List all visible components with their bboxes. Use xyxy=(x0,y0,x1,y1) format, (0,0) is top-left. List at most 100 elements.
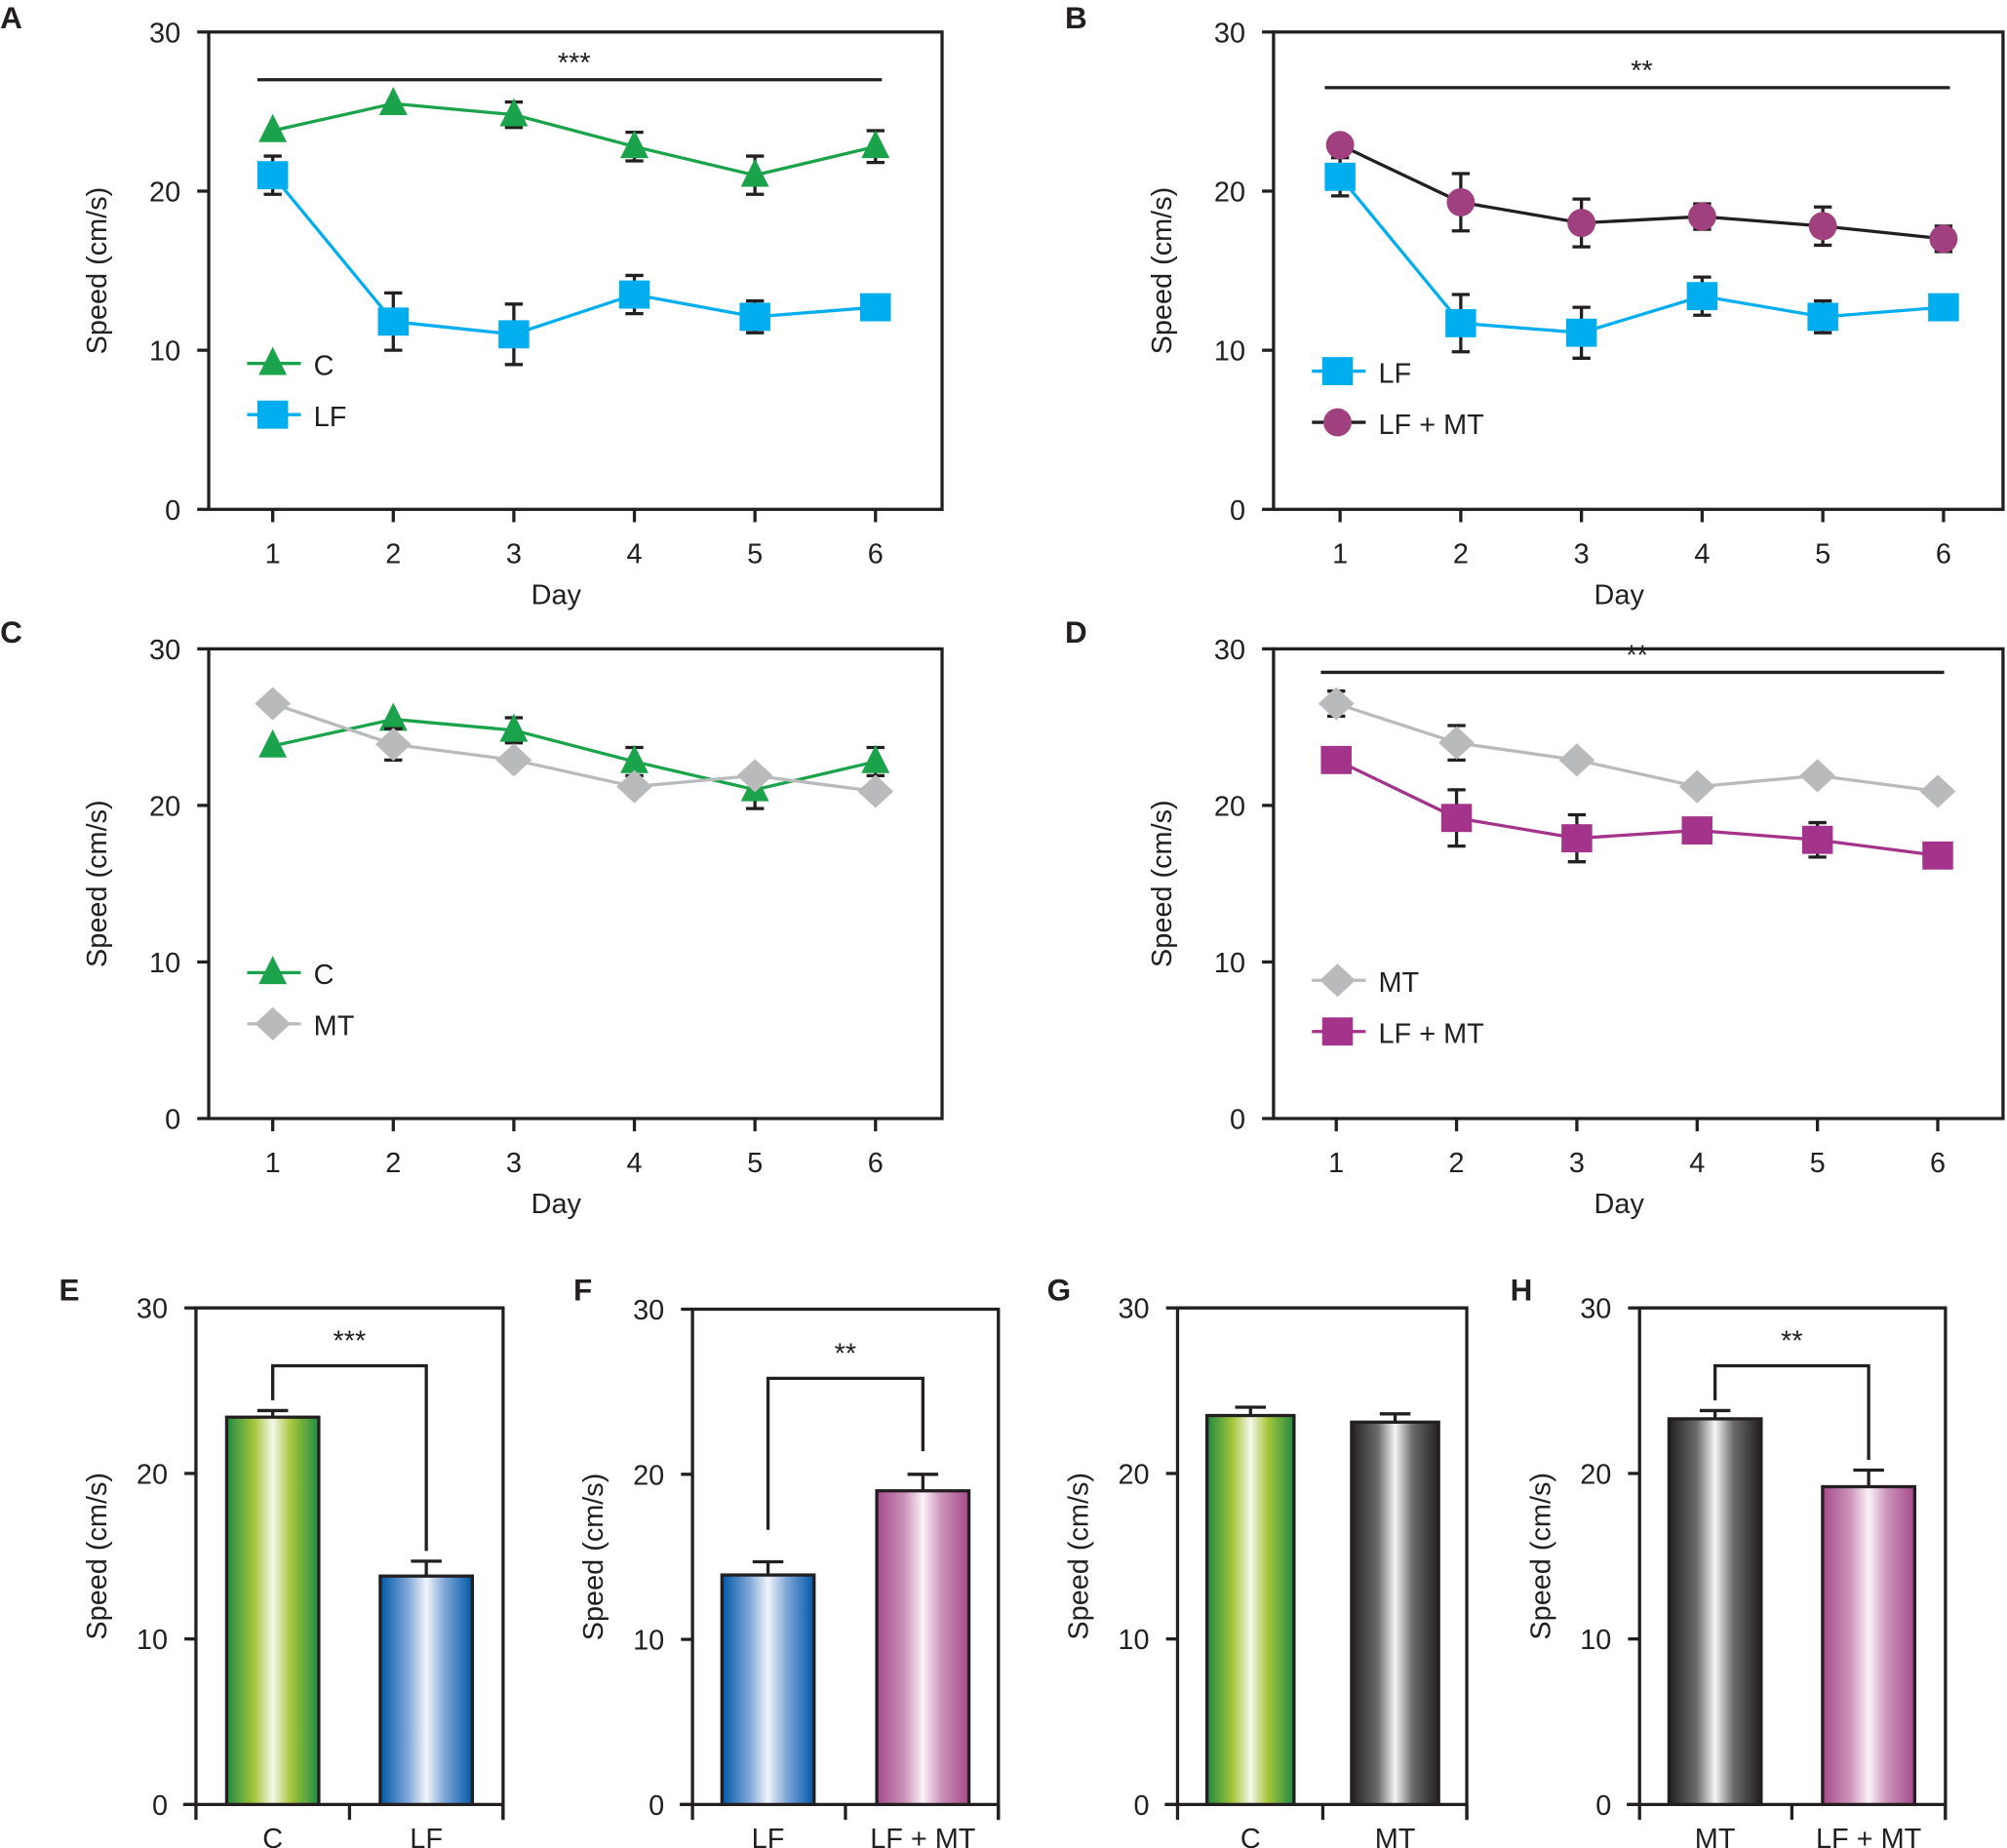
y-tick-label: 20 xyxy=(137,1459,168,1490)
y-axis-label: Speed (cm/s) xyxy=(82,800,113,967)
x-tick-label: 3 xyxy=(506,538,522,570)
x-tick-label: 2 xyxy=(385,1148,401,1179)
x-axis-label: Day xyxy=(531,579,582,610)
y-tick-label: 10 xyxy=(1580,1625,1611,1656)
y-tick-label: 0 xyxy=(1134,1790,1150,1822)
x-axis-label: Day xyxy=(531,1189,582,1220)
significance-stars: ** xyxy=(835,1339,856,1370)
significance-stars: ** xyxy=(1781,1326,1802,1357)
y-tick-label: 30 xyxy=(1118,1294,1149,1325)
y-tick-label: 0 xyxy=(165,495,180,527)
series-lf-mt xyxy=(1325,131,1958,254)
circle-marker xyxy=(1687,202,1716,231)
square-marker xyxy=(1801,825,1833,854)
series-lf xyxy=(1324,156,1959,360)
x-tick-label: 3 xyxy=(506,1148,522,1179)
panel-label: H xyxy=(1511,1272,1533,1307)
x-tick-label: 5 xyxy=(1810,1148,1826,1179)
legend-item: MT xyxy=(1312,963,1419,999)
triangle-marker xyxy=(378,702,408,731)
circle-marker xyxy=(1325,131,1355,160)
legend-label: LF xyxy=(314,402,347,433)
legend-label: LF + MT xyxy=(1379,1019,1484,1050)
plot-frame xyxy=(194,1306,505,1821)
significance-bracket xyxy=(766,1376,925,1530)
y-tick-label: 0 xyxy=(1230,495,1245,527)
x-tick-label: 4 xyxy=(626,1148,642,1179)
y-tick-label: 0 xyxy=(165,1104,180,1135)
square-marker xyxy=(1686,282,1718,311)
x-tick-label: 1 xyxy=(1328,1148,1344,1179)
significance-stars: ** xyxy=(1631,56,1652,87)
x-tick-label: C xyxy=(262,1824,283,1848)
significance-stars: ** xyxy=(1626,641,1647,672)
legend-item: MT xyxy=(247,1006,355,1042)
diamond-marker xyxy=(736,759,773,793)
x-axis-label: Day xyxy=(1594,1189,1645,1220)
legend-label: C xyxy=(314,351,334,382)
y-tick-label: 20 xyxy=(633,1460,664,1491)
diamond-marker xyxy=(1438,726,1475,760)
square-marker xyxy=(739,302,770,332)
bar xyxy=(224,1415,321,1807)
diamond-marker xyxy=(616,769,652,804)
panel-c: C 0 10 20 30 Speed (cm/s) 1 2 3 4 5 6 Day C MT xyxy=(0,614,944,1220)
panel-label: D xyxy=(1065,614,1087,649)
x-tick-label: 5 xyxy=(747,538,763,570)
y-tick-label: 30 xyxy=(633,1295,664,1326)
x-tick-label: 2 xyxy=(385,538,401,570)
bar xyxy=(378,1574,475,1807)
circle-marker xyxy=(1567,209,1596,238)
y-tick-label: 20 xyxy=(1580,1459,1611,1490)
triangle-marker xyxy=(258,346,288,375)
bar xyxy=(720,1573,816,1807)
x-tick-label: 6 xyxy=(868,538,884,570)
triangle-marker xyxy=(499,713,529,742)
x-tick-label: 5 xyxy=(747,1148,763,1179)
panel-label: E xyxy=(59,1272,80,1307)
x-tick-label: LF + MT xyxy=(870,1824,975,1848)
y-tick-label: 10 xyxy=(149,948,180,979)
diamond-marker xyxy=(1678,769,1715,804)
legend-label: MT xyxy=(314,1011,355,1042)
diamond-marker xyxy=(495,743,532,777)
significance-bracket xyxy=(271,1363,428,1552)
y-axis-label: Speed (cm/s) xyxy=(1147,800,1178,967)
square-marker xyxy=(860,293,891,322)
square-marker xyxy=(377,307,410,336)
y-tick-label: 30 xyxy=(149,18,180,49)
diamond-marker xyxy=(857,774,894,808)
y-tick-label: 30 xyxy=(149,635,180,666)
y-tick-label: 10 xyxy=(633,1626,664,1657)
circle-marker xyxy=(1323,408,1352,437)
significance-stars: *** xyxy=(558,48,591,79)
diamond-marker xyxy=(255,1006,292,1041)
bar xyxy=(1821,1484,1917,1807)
x-tick-label: 4 xyxy=(1694,538,1710,570)
panel-label: F xyxy=(573,1272,592,1307)
x-tick-label: 6 xyxy=(868,1148,884,1179)
x-tick-label: 6 xyxy=(1936,538,1951,570)
legend-item: LF xyxy=(1312,357,1411,389)
y-tick-label: 0 xyxy=(649,1790,664,1822)
square-marker xyxy=(256,400,289,429)
x-axis-label: Day xyxy=(1594,579,1645,610)
x-tick-label: LF + MT xyxy=(1816,1824,1921,1848)
legend-item: C xyxy=(247,346,334,382)
plot-frame xyxy=(1637,1306,1948,1821)
triangle-marker xyxy=(861,130,890,159)
triangle-marker xyxy=(258,728,288,758)
y-tick-label: 30 xyxy=(1580,1294,1611,1325)
plot-frame xyxy=(1272,647,2005,1121)
diamond-marker xyxy=(374,727,412,762)
panel-e: E 0 10 20 30 Speed (cm/s) C LF *** xyxy=(59,1272,505,1848)
y-tick-label: 20 xyxy=(1118,1459,1149,1490)
triangle-marker xyxy=(499,98,529,127)
square-marker xyxy=(1440,804,1473,833)
panel-b: B 0 10 20 30 Speed (cm/s) 1 2 3 4 5 6 Day ** LF LF + MT xyxy=(1065,0,2005,610)
significance-stars: *** xyxy=(334,1326,367,1357)
y-tick-label: 0 xyxy=(1230,1104,1245,1135)
legend-label: C xyxy=(314,960,334,991)
square-marker xyxy=(256,161,289,190)
panel-d: D 0 10 20 30 Speed (cm/s) 1 2 3 4 5 6 Day ** MT LF + MT xyxy=(1065,614,2005,1220)
